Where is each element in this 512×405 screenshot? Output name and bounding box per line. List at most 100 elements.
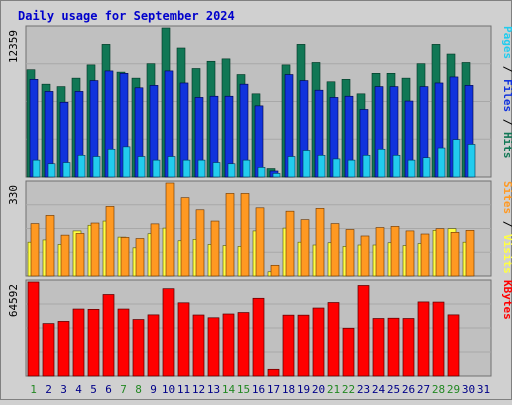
pages-bar [377,148,386,178]
sites-bar [180,197,190,277]
sites-bar [165,182,175,277]
day-label: 18 [282,383,295,396]
pages-bar [32,159,41,178]
legend-item-files: Files [501,79,512,112]
pages-bar [122,146,131,178]
sites-bar [420,233,430,277]
sites-bar [135,238,145,277]
pages-bar [107,148,116,178]
sites-bar [90,222,100,277]
day-label: 5 [90,383,97,396]
day-label: 29 [447,383,460,396]
kbytes-bar [267,368,280,377]
day-label: 26 [402,383,415,396]
pages-bar [362,154,371,178]
day-label: 10 [162,383,175,396]
kbytes-bar [102,294,115,377]
sites-bar [45,215,55,277]
sites-bar [435,228,445,277]
sites-bar [450,232,460,277]
sites-bar [315,208,325,277]
sites-bar [270,264,280,277]
kbytes-bar [237,312,250,377]
sites-bar [330,223,340,277]
day-label: 16 [252,383,265,396]
legend-item-/: / [501,214,512,234]
pages-bar [272,173,281,178]
kbytes-bar [312,307,325,377]
pages-bar [392,154,401,178]
kbytes-bar [357,285,370,377]
sites-bar [225,193,235,277]
legend-item-visits: Visits [501,234,512,274]
pages-bar [467,144,476,178]
sites-bar [255,207,265,277]
day-label: 27 [417,383,430,396]
kbytes-bar [177,302,190,377]
pages-bar [197,159,206,178]
day-label: 20 [312,383,325,396]
sites-bar [195,209,205,277]
kbytes-bar [417,301,430,377]
pages-bar [77,154,86,178]
sites-bar [345,229,355,277]
day-label: 22 [342,383,355,396]
legend-item-pages: Pages [501,26,512,59]
day-label: 13 [207,383,220,396]
day-label: 19 [297,383,310,396]
kbytes-bar [132,319,145,377]
kbytes-bar [207,317,220,377]
legend-hits-files-pages: Pages / Files / Hits [501,26,512,159]
legend-item-hits: Hits [501,132,512,159]
legend-item-sites: Sites [501,181,512,214]
day-label: 15 [237,383,250,396]
kbytes-bar [117,308,130,377]
day-label: 8 [135,383,142,396]
day-label: 25 [387,383,400,396]
pages-bar [302,150,311,178]
sites-bar [375,227,385,277]
pages-bar [92,156,101,178]
kbytes-bar [282,314,295,377]
day-label: 24 [372,383,386,396]
pages-bar [242,159,251,178]
day-label: 6 [105,383,112,396]
sites-bar [75,233,85,277]
kbytes-bar [342,327,355,377]
day-label: 3 [60,383,67,396]
pages-bar [422,157,431,178]
kbytes-bar [447,314,460,377]
legend-item-/: / [501,112,512,132]
day-label: 2 [45,383,52,396]
y-max-label-kbytes: 64592 [7,284,20,317]
kbytes-bar [252,297,265,377]
sites-bar [240,193,250,277]
sites-bar [105,206,115,277]
day-label: 31 [477,383,490,396]
sites-bar [210,220,220,277]
sites-bar [285,210,295,277]
day-label: 17 [267,383,280,396]
day-label: 14 [222,383,236,396]
day-label: 7 [120,383,127,396]
kbytes-bar [402,318,415,377]
pages-bar [212,162,221,178]
kbytes-bar [222,313,235,377]
pages-bar [62,162,71,178]
legend-sites-visits: Sites / Visits [501,181,512,274]
kbytes-bar [297,314,310,377]
day-label: 9 [150,383,157,396]
legend-kbytes: KBytes [501,280,512,320]
day-label: 12 [192,383,205,396]
kbytes-bar [57,321,70,377]
pages-bar [137,156,146,178]
pages-bar [437,147,446,178]
sites-bar [405,230,415,277]
kbytes-bar [147,314,160,377]
pages-bar [182,159,191,178]
kbytes-bar [87,308,100,377]
pages-bar [167,156,176,178]
chart-title: Daily usage for September 2024 [18,9,235,23]
sites-bar [300,219,310,277]
